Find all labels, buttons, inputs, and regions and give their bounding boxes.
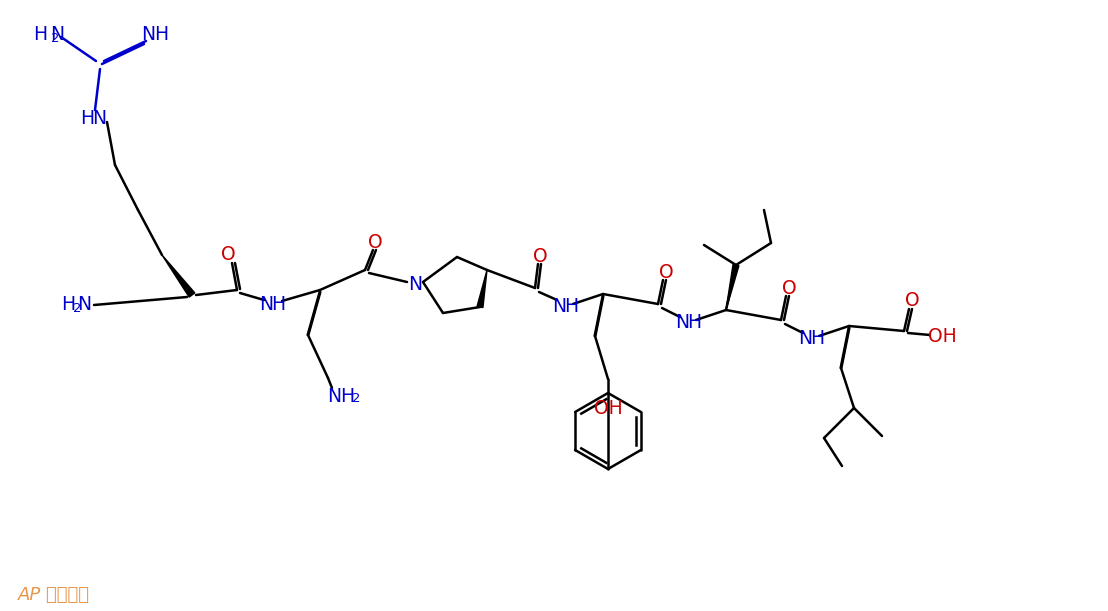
Text: N: N <box>798 329 812 348</box>
Text: N: N <box>50 26 64 45</box>
Text: 2: 2 <box>51 32 60 45</box>
Text: N: N <box>141 26 155 45</box>
Text: O: O <box>533 246 547 266</box>
Text: H: H <box>564 296 578 315</box>
Text: N: N <box>552 296 566 315</box>
Text: OH: OH <box>927 326 956 345</box>
Text: H: H <box>154 26 168 45</box>
Text: H: H <box>810 329 824 348</box>
Text: N: N <box>327 387 341 406</box>
Text: 2: 2 <box>351 392 360 406</box>
Text: H: H <box>80 109 94 128</box>
Text: AP 专肽生物: AP 专肽生物 <box>18 586 90 604</box>
Text: O: O <box>220 246 235 265</box>
Text: N: N <box>675 312 689 332</box>
Text: H: H <box>61 296 75 315</box>
Text: H: H <box>687 312 701 332</box>
Text: OH: OH <box>594 400 623 419</box>
Text: O: O <box>905 291 920 310</box>
Polygon shape <box>162 255 195 297</box>
Polygon shape <box>478 270 488 307</box>
Text: H: H <box>271 296 285 315</box>
Text: N: N <box>259 296 273 315</box>
Text: O: O <box>781 279 797 298</box>
Text: H: H <box>340 387 355 406</box>
Polygon shape <box>726 265 739 310</box>
Text: N: N <box>408 276 422 295</box>
Text: N: N <box>92 109 106 128</box>
Text: O: O <box>368 233 382 252</box>
Text: N: N <box>76 296 91 315</box>
Text: 2: 2 <box>73 301 81 315</box>
Text: O: O <box>658 263 674 282</box>
Text: H: H <box>33 26 47 45</box>
